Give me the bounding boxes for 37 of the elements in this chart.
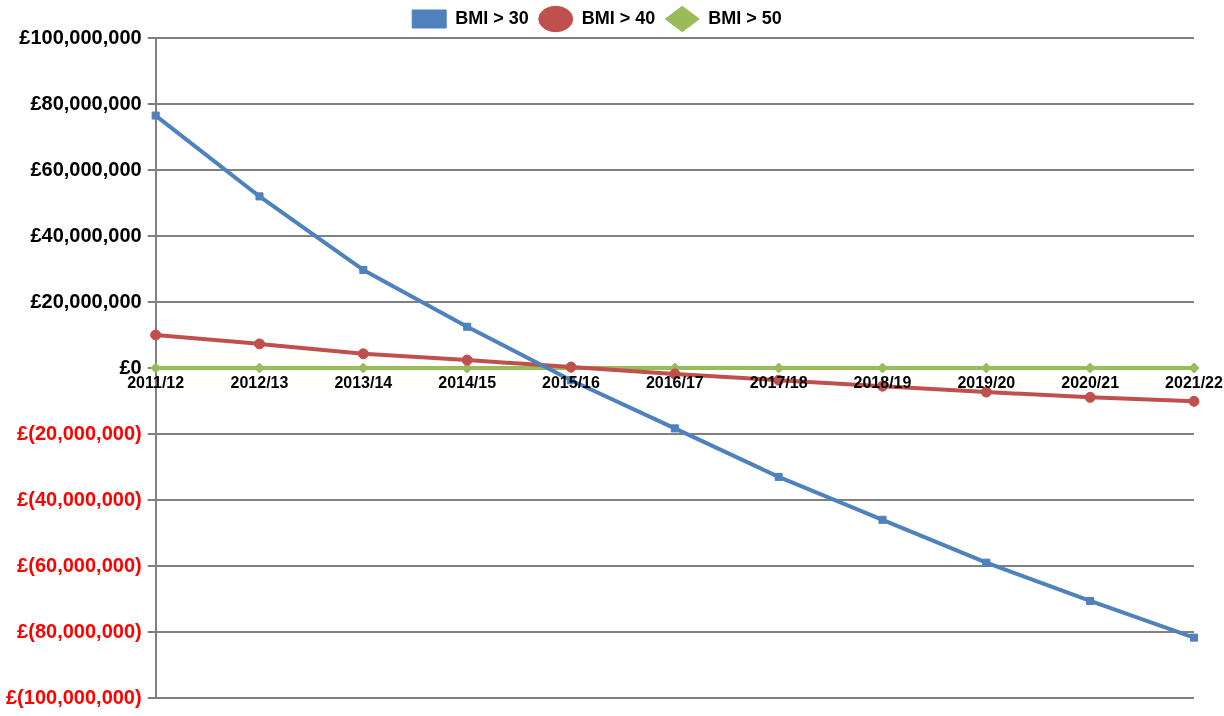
y-tick-label: £(20,000,000) (17, 421, 142, 444)
legend-label: BMI > 30 (455, 7, 529, 28)
y-tick-label: £60,000,000 (30, 157, 142, 180)
legend-label: BMI > 40 (581, 7, 656, 28)
x-tick-label: 2011/12 (127, 374, 185, 392)
point (150, 329, 162, 341)
x-tick-label: 2014/15 (438, 374, 497, 392)
x-tick-label: 2021/22 (1165, 374, 1224, 392)
point (670, 424, 679, 433)
point (359, 265, 368, 275)
y-tick-label: £80,000,000 (30, 91, 142, 114)
y-tick-label: £20,000,000 (30, 289, 142, 312)
point (461, 354, 473, 366)
point (254, 338, 265, 350)
point (982, 558, 991, 567)
point (1084, 391, 1096, 403)
point (1086, 596, 1095, 606)
point (1189, 633, 1199, 642)
point (1188, 395, 1200, 407)
x-tick-label: 2012/13 (230, 374, 289, 392)
x-tick-label: 2013/14 (334, 374, 393, 392)
x-tick-label: 2016/17 (645, 374, 704, 392)
x-tick-label: 2020/21 (1061, 374, 1120, 392)
y-tick-label: £(40,000,000) (17, 487, 142, 510)
y-tick-label: £100,000,000 (19, 25, 142, 48)
point (878, 515, 887, 524)
x-tick-label: 2019/20 (957, 374, 1016, 392)
point (357, 348, 369, 360)
legend-label: BMI > 50 (708, 7, 782, 28)
y-tick-label: £(80,000,000) (17, 619, 142, 642)
y-tick-label: £40,000,000 (30, 223, 142, 246)
point (255, 192, 264, 201)
y-tick-label: £(60,000,000) (17, 553, 142, 576)
point (463, 322, 472, 331)
point (774, 472, 783, 481)
y-tick-label: £(100,000,000) (5, 685, 142, 708)
point (151, 111, 160, 120)
